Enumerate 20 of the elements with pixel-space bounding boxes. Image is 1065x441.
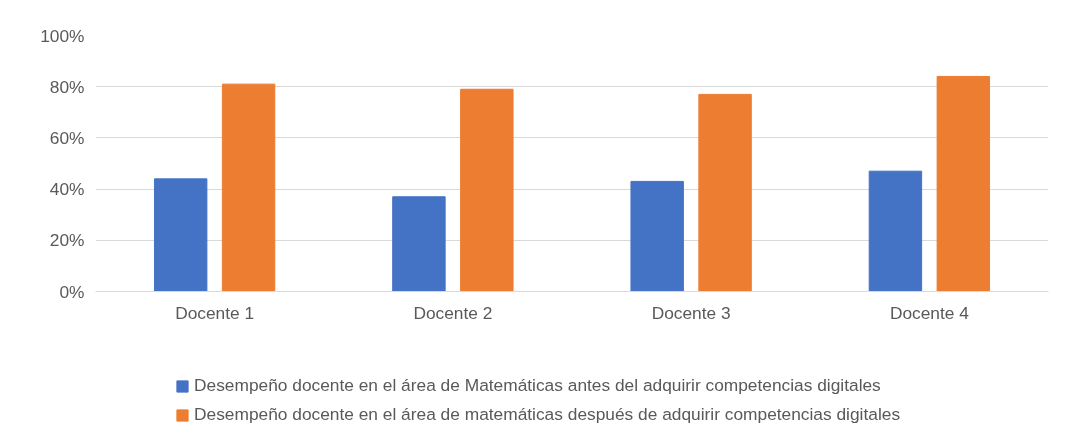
y-tick-label: 60%	[49, 127, 85, 148]
bar	[153, 178, 208, 292]
x-tick-label: Docente 4	[889, 302, 970, 323]
bar	[221, 83, 276, 292]
y-tick-label: 100%	[40, 25, 85, 46]
x-tick-label: Docente 1	[175, 302, 255, 323]
bar	[868, 170, 923, 292]
bar	[460, 88, 514, 292]
y-tick-label: 40%	[49, 179, 85, 200]
bar	[392, 196, 446, 292]
x-tick-label: Docente 2	[413, 302, 493, 323]
bar	[698, 93, 752, 292]
x-tick-label: Docente 3	[651, 302, 731, 323]
y-tick-label: 0%	[59, 281, 85, 302]
bar	[936, 75, 991, 292]
y-tick-label: 80%	[49, 76, 85, 97]
bar	[630, 180, 684, 292]
legend-label: Desempeño docente en el área de matemáticas después de adquirir competencias digitales	[194, 404, 901, 425]
legend-label: Desempeño docente en el área de Matemáticas antes del adquirir competencias digitales	[194, 375, 881, 396]
y-tick-label: 20%	[49, 230, 85, 251]
